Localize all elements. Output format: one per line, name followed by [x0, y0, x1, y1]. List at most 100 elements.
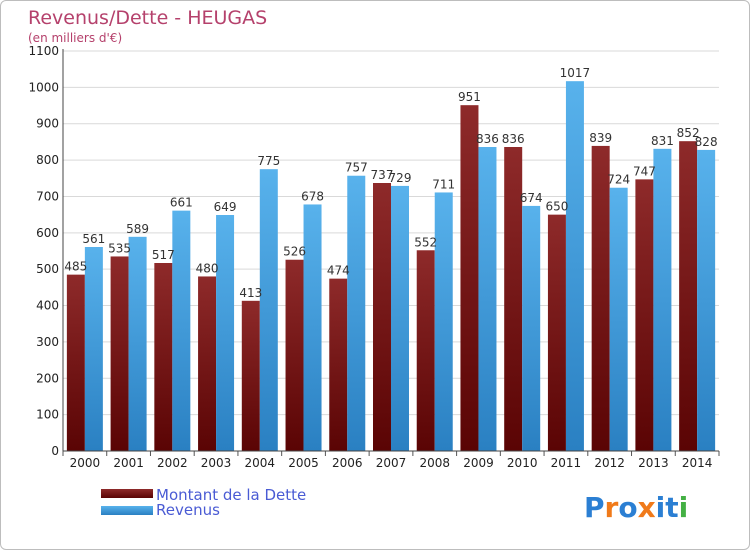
data-label-revenus: 828 — [695, 135, 718, 149]
data-label-dette: 650 — [545, 200, 568, 214]
data-label-revenus: 775 — [257, 154, 280, 168]
y-tick-label: 700 — [36, 189, 59, 203]
bar-revenus — [565, 81, 584, 451]
data-label-dette: 526 — [283, 245, 306, 259]
axes-layer: 0 100 200 300 400 500 600 700 800 900 1000 1100 2000… — [28, 44, 720, 470]
x-tick-label: 2000 — [70, 456, 101, 470]
legend-label-revenus: Revenus — [156, 501, 220, 519]
x-tick-label: 2008 — [419, 456, 450, 470]
data-label-revenus: 678 — [301, 189, 324, 203]
y-tick-label: 1000 — [28, 80, 59, 94]
legend-swatch-revenus — [101, 506, 153, 515]
bars-layer — [66, 81, 716, 452]
data-label-revenus: 831 — [651, 134, 674, 148]
data-label-dette: 836 — [502, 132, 525, 146]
bar-revenus — [172, 210, 191, 451]
data-label-dette: 517 — [152, 248, 175, 262]
y-tick-label: 0 — [51, 444, 59, 458]
bar-revenus — [609, 187, 628, 451]
bar-dette — [416, 250, 435, 451]
x-tick-label: 2009 — [463, 456, 494, 470]
y-tick-label: 500 — [36, 262, 59, 276]
bar-dette — [198, 276, 217, 451]
brand-letter: i — [656, 491, 666, 524]
y-tick-label: 200 — [36, 371, 59, 385]
x-tick-label: 2001 — [113, 456, 144, 470]
x-tick-label: 2010 — [507, 456, 538, 470]
bar-revenus — [391, 185, 409, 451]
x-tick-label: 2004 — [245, 456, 276, 470]
bar-revenus — [347, 175, 366, 451]
legend-swatch-dette — [101, 489, 153, 498]
data-label-revenus: 1017 — [560, 66, 591, 80]
chart-subtitle: (en milliers d'€) — [28, 31, 122, 45]
x-tick-label: 2013 — [638, 456, 669, 470]
x-tick-label: 2014 — [682, 456, 713, 470]
y-tick-label: 100 — [36, 408, 59, 422]
bar-dette — [329, 278, 348, 451]
data-label-dette: 485 — [64, 260, 87, 274]
legend-label-dette: Montant de la Dette — [156, 486, 306, 504]
y-tick-label: 1100 — [28, 44, 59, 58]
x-tick-label: 2003 — [201, 456, 232, 470]
y-tick-label: 300 — [36, 335, 59, 349]
brand-letter: P — [584, 491, 605, 524]
data-label-revenus: 649 — [214, 200, 237, 214]
brand-letter: r — [605, 491, 619, 524]
bar-revenus — [653, 148, 672, 451]
brand-letter: i — [679, 491, 689, 524]
data-label-dette: 951 — [458, 90, 481, 104]
y-tick-label: 400 — [36, 299, 59, 313]
bar-revenus — [697, 149, 716, 451]
bar-dette — [460, 105, 479, 451]
data-label-dette: 852 — [677, 126, 700, 140]
x-tick-label: 2007 — [376, 456, 407, 470]
bar-revenus — [478, 147, 497, 451]
bar-dette — [66, 274, 85, 451]
data-label-revenus: 674 — [520, 191, 543, 205]
data-label-revenus: 711 — [432, 177, 455, 191]
brand-letter: x — [638, 491, 656, 524]
chart-title: Revenus/Dette - HEUGAS — [28, 7, 267, 29]
bar-dette — [110, 256, 129, 451]
data-label-revenus: 561 — [82, 232, 105, 246]
data-label-revenus: 729 — [389, 171, 412, 185]
data-label-revenus: 836 — [476, 132, 499, 146]
data-label-revenus: 724 — [607, 173, 630, 187]
x-tick-label: 2006 — [332, 456, 363, 470]
data-label-dette: 474 — [327, 264, 350, 278]
bar-dette — [285, 259, 304, 451]
bar-revenus — [216, 215, 235, 451]
bar-revenus — [303, 204, 322, 451]
brand-letter: t — [665, 491, 678, 524]
bar-dette — [504, 147, 523, 451]
bar-revenus — [434, 192, 453, 452]
brand-logo-text: Proxiti — [584, 491, 688, 524]
data-label-revenus: 757 — [345, 161, 368, 175]
data-label-revenus: 661 — [170, 196, 193, 210]
bar-dette — [635, 179, 654, 451]
data-label-dette: 552 — [414, 235, 437, 249]
y-tick-label: 600 — [36, 226, 59, 240]
y-tick-label: 800 — [36, 153, 59, 167]
x-tick-label: 2012 — [594, 456, 625, 470]
data-label-dette: 839 — [589, 131, 612, 145]
brand-logo: Proxiti — [584, 491, 688, 524]
legend-item-revenus: Revenus — [101, 501, 220, 519]
data-label-dette: 747 — [633, 164, 656, 178]
y-tick-label: 900 — [36, 117, 59, 131]
bar-dette — [591, 145, 610, 451]
bar-revenus — [259, 169, 278, 451]
x-tick-label: 2002 — [157, 456, 188, 470]
x-tick-label: 2005 — [288, 456, 319, 470]
x-tick-label: 2011 — [551, 456, 582, 470]
bar-dette — [241, 300, 260, 451]
bar-revenus — [84, 247, 103, 451]
legend-item-dette: Montant de la Dette — [101, 486, 306, 504]
data-label-dette: 737 — [371, 168, 394, 182]
data-label-revenus: 589 — [126, 222, 149, 236]
data-label-dette: 480 — [196, 261, 219, 275]
bar-dette — [679, 141, 698, 451]
